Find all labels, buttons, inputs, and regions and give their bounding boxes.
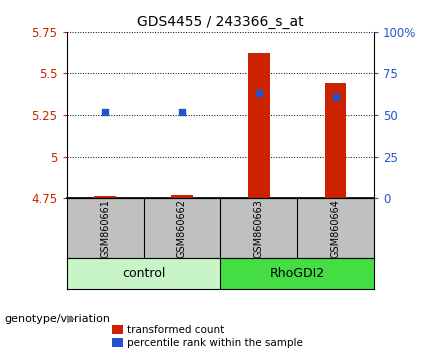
Text: GSM860664: GSM860664 <box>331 199 341 258</box>
Text: GSM860663: GSM860663 <box>254 199 264 258</box>
Bar <box>94 196 116 198</box>
Title: GDS4455 / 243366_s_at: GDS4455 / 243366_s_at <box>137 16 304 29</box>
Text: genotype/variation: genotype/variation <box>4 314 111 324</box>
Text: RhoGDI2: RhoGDI2 <box>270 267 325 280</box>
Bar <box>171 195 193 198</box>
Bar <box>67 258 221 289</box>
Bar <box>221 258 374 289</box>
Text: GSM860662: GSM860662 <box>177 199 187 258</box>
Bar <box>248 53 270 198</box>
Text: percentile rank within the sample: percentile rank within the sample <box>127 338 303 348</box>
Bar <box>325 84 347 198</box>
Text: control: control <box>122 267 165 280</box>
Text: GSM860661: GSM860661 <box>100 199 110 258</box>
Text: ▶: ▶ <box>67 314 75 324</box>
Text: transformed count: transformed count <box>127 325 224 335</box>
